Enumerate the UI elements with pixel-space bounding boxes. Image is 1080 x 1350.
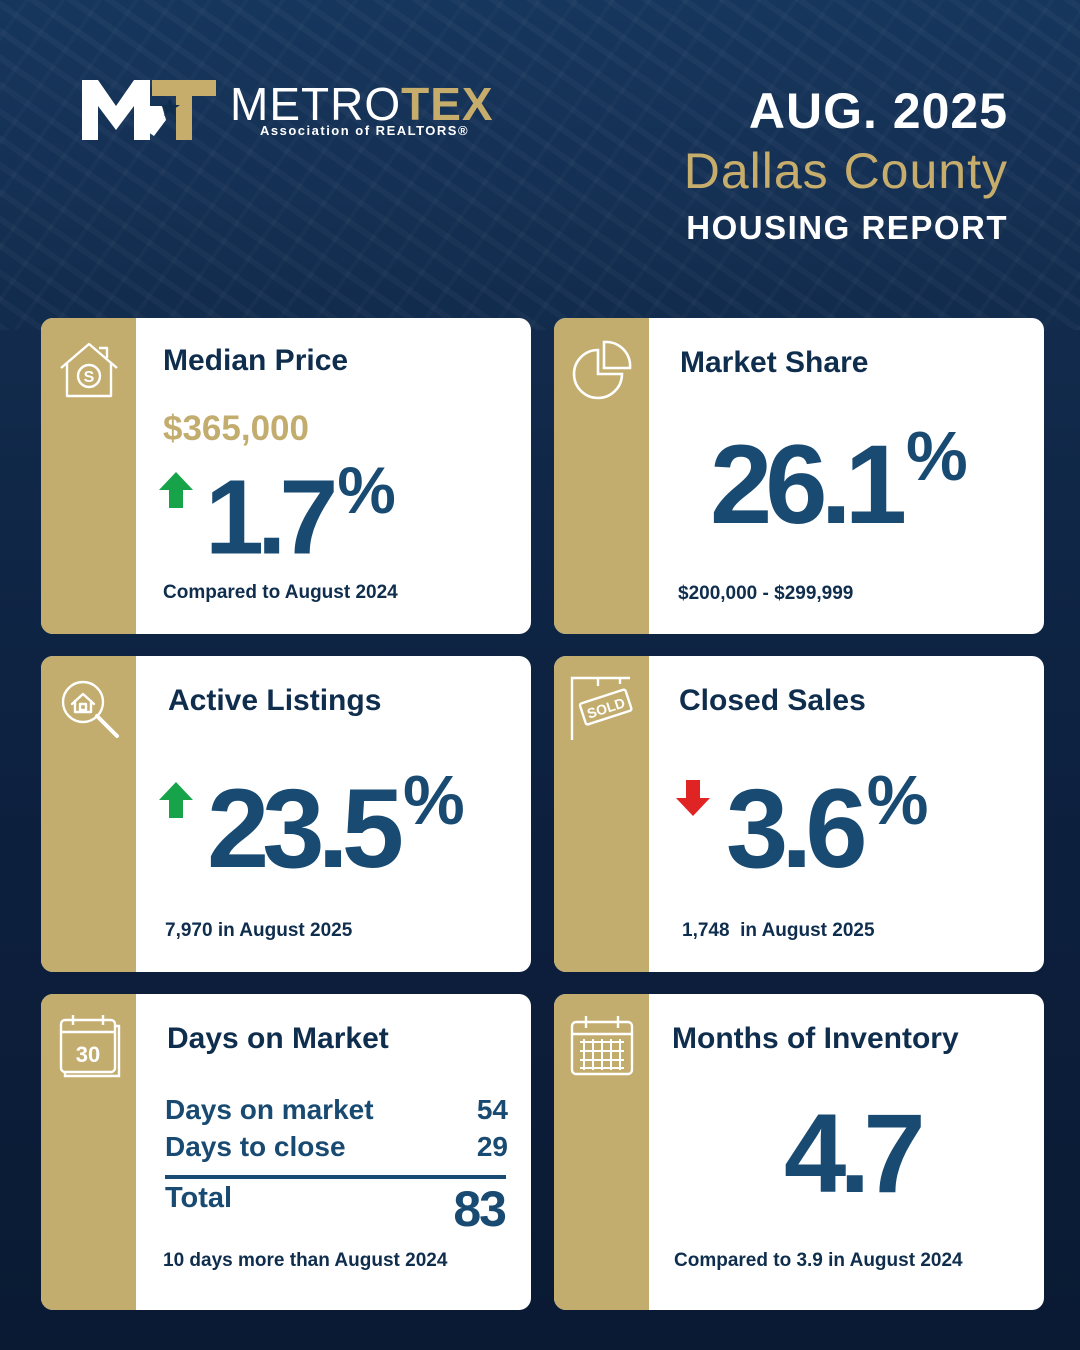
card-accent-band bbox=[554, 656, 649, 972]
card-accent-band bbox=[41, 656, 136, 972]
percent-sign: % bbox=[866, 761, 929, 839]
card-footnote: Compared to 3.9 in August 2024 bbox=[674, 1250, 963, 1271]
days-to-close-row: Days to close 29 bbox=[165, 1131, 508, 1163]
house-search-icon bbox=[61, 680, 119, 738]
report-header: AUG. 2025 Dallas County HOUSING REPORT bbox=[684, 82, 1008, 250]
card-title: Median Price bbox=[163, 344, 349, 377]
days-on-market-row: Days on market 54 bbox=[165, 1094, 508, 1126]
logo-word-primary: METRO bbox=[230, 78, 402, 130]
closed-sales-change: 3.6% bbox=[726, 765, 928, 885]
logo-word-accent: TEX bbox=[401, 78, 494, 130]
card-footnote: 7,970 in August 2025 bbox=[165, 920, 353, 941]
market-share-number: 26.1 bbox=[710, 422, 907, 548]
metrotex-logo: METROTEX Association of REALTORS® bbox=[82, 76, 512, 146]
report-date: AUG. 2025 bbox=[748, 83, 1008, 139]
sold-sign-icon: SOLD bbox=[570, 676, 633, 740]
active-listings-change: 23.5% bbox=[207, 765, 465, 885]
card-accent-band bbox=[554, 318, 649, 634]
total-divider bbox=[165, 1175, 506, 1179]
median-price-card: S Median Price $365,000 1.7% Compared to… bbox=[41, 318, 531, 634]
active-listings-card: Active Listings 23.5% 7,970 in August 20… bbox=[41, 656, 531, 972]
svg-text:30: 30 bbox=[76, 1042, 100, 1067]
row-value: 29 bbox=[476, 1131, 508, 1162]
logo-subtitle: Association of REALTORS® bbox=[260, 123, 470, 138]
arrow-down-icon bbox=[676, 780, 710, 816]
svg-text:S: S bbox=[84, 369, 95, 386]
median-price-change-number: 1.7 bbox=[205, 458, 338, 577]
closed-sales-change-number: 3.6 bbox=[726, 766, 868, 892]
percent-sign: % bbox=[402, 761, 465, 839]
card-title: Days on Market bbox=[167, 1022, 389, 1055]
card-title: Market Share bbox=[680, 346, 869, 379]
days-on-market-card: 30 Days on Market Days on market 54 Days… bbox=[41, 994, 531, 1310]
house-dollar-icon: S bbox=[60, 342, 118, 398]
card-title: Closed Sales bbox=[679, 684, 866, 717]
arrow-up-icon bbox=[159, 472, 193, 508]
card-title: Months of Inventory bbox=[672, 1022, 959, 1055]
row-value: 54 bbox=[476, 1094, 508, 1125]
market-share-card: Market Share 26.1% $200,000 - $299,999 bbox=[554, 318, 1044, 634]
closed-sales-card: SOLD Closed Sales 3.6% 1,748 in August 2… bbox=[554, 656, 1044, 972]
card-footnote: $200,000 - $299,999 bbox=[678, 583, 854, 604]
median-price-value: $365,000 bbox=[163, 409, 309, 448]
card-title: Active Listings bbox=[168, 684, 382, 717]
calendar-30-icon: 30 bbox=[59, 1015, 121, 1078]
total-value: 83 bbox=[453, 1181, 507, 1237]
months-of-inventory-card: Months of Inventory 4.7 Compared to 3.9 … bbox=[554, 994, 1044, 1310]
pie-chart-icon bbox=[572, 340, 632, 400]
row-label: Days to close bbox=[165, 1131, 346, 1162]
percent-sign: % bbox=[905, 417, 968, 495]
months-inventory-value: 4.7 bbox=[784, 1091, 926, 1216]
median-price-change: 1.7% bbox=[205, 458, 396, 571]
active-listings-change-number: 23.5 bbox=[207, 766, 404, 892]
calendar-grid-icon bbox=[570, 1016, 634, 1076]
arrow-up-icon bbox=[159, 782, 193, 818]
mt-logo-mark-icon bbox=[82, 80, 216, 140]
row-label: Days on market bbox=[165, 1094, 374, 1125]
percent-sign: % bbox=[337, 454, 395, 527]
card-footnote: Compared to August 2024 bbox=[163, 582, 398, 603]
logo-wordmark: METROTEX bbox=[230, 78, 494, 130]
total-label: Total bbox=[165, 1182, 233, 1214]
background-aerial-texture bbox=[0, 0, 1080, 330]
report-title: HOUSING REPORT bbox=[686, 209, 1008, 246]
report-county: Dallas County bbox=[683, 143, 1008, 199]
card-footnote: 1,748 in August 2025 bbox=[682, 920, 875, 941]
card-footnote: 10 days more than August 2024 bbox=[163, 1250, 448, 1271]
card-accent-band bbox=[41, 318, 136, 634]
market-share-value: 26.1% bbox=[710, 421, 968, 541]
